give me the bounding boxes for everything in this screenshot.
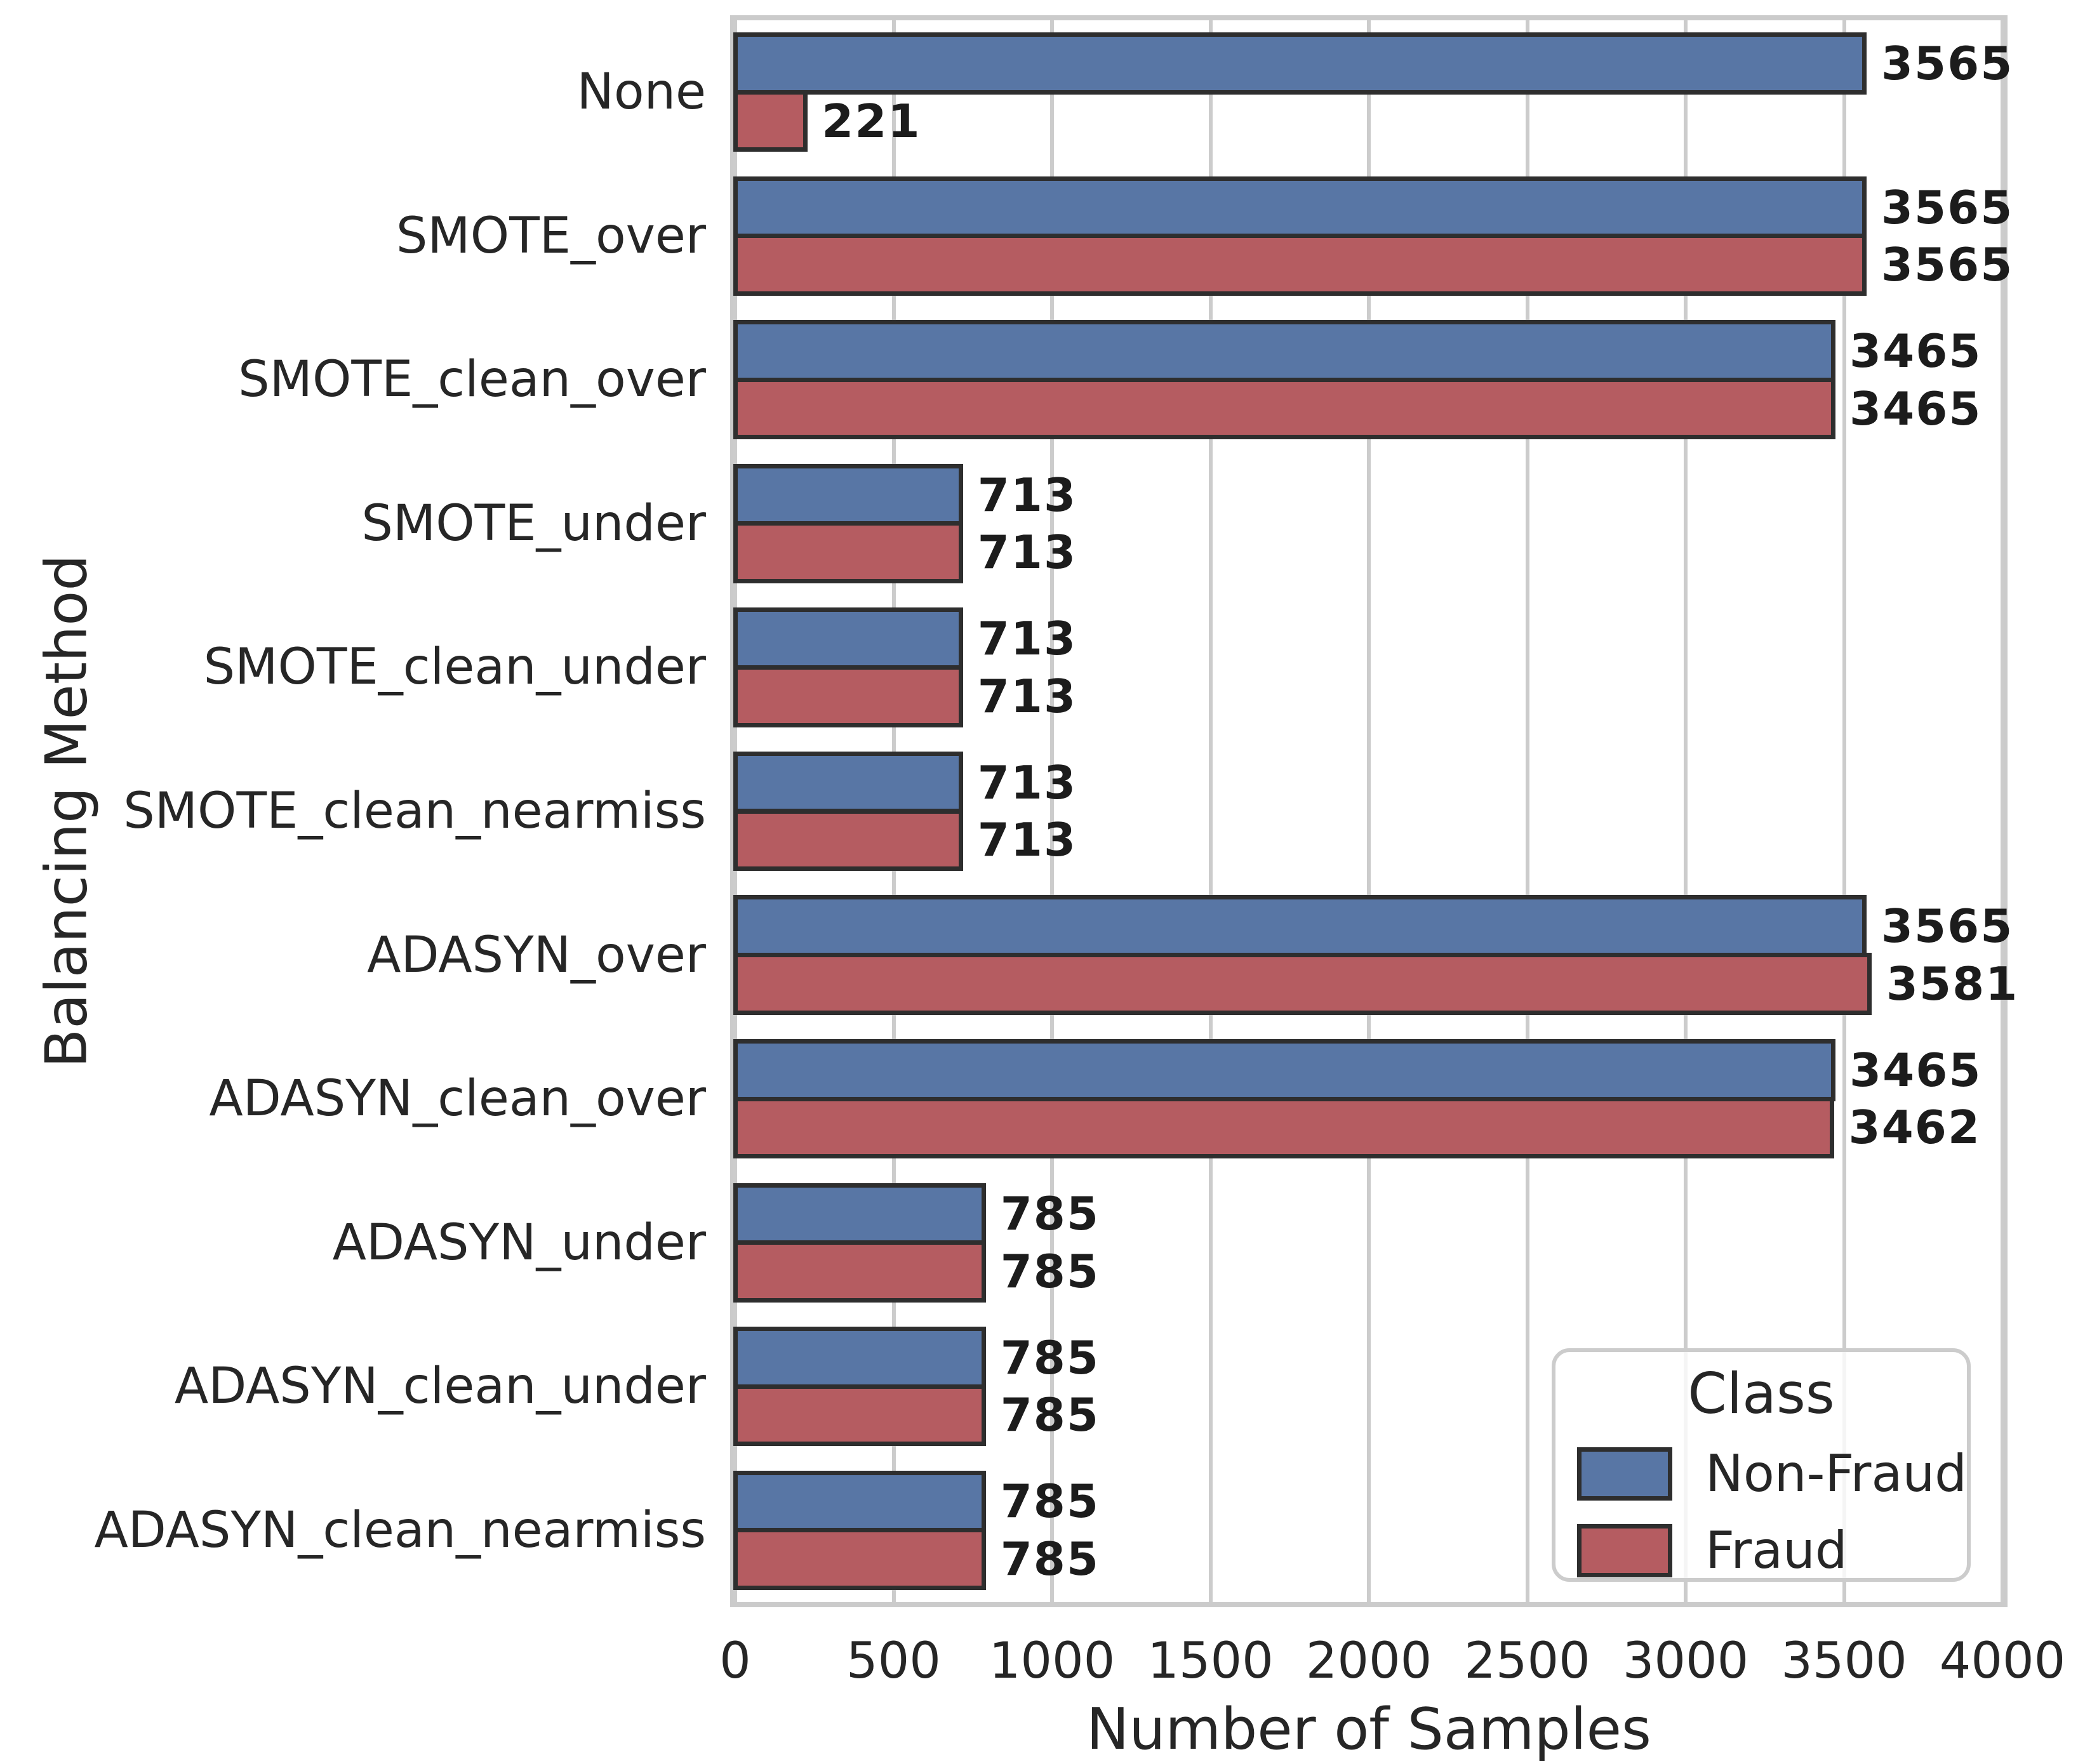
- y-tick-label: SMOTE_over: [396, 207, 706, 265]
- bar-non-fraud: [733, 463, 964, 526]
- bar-value-label: 713: [977, 755, 1077, 809]
- bar-value-label: 713: [977, 612, 1077, 666]
- bar-value-label: 785: [1000, 1475, 1100, 1529]
- bar-fraud: [733, 1384, 987, 1447]
- x-tick-label: 2500: [1464, 1633, 1590, 1690]
- bar-value-label: 3565: [1881, 899, 2014, 953]
- bar-fraud: [733, 1528, 987, 1590]
- bar-non-fraud: [733, 320, 1835, 382]
- bar-fraud: [733, 377, 1835, 440]
- bar-value-label: 785: [1000, 1388, 1100, 1442]
- bar-fraud: [733, 90, 808, 152]
- bar-non-fraud: [733, 1183, 987, 1245]
- gridline: [1208, 20, 1213, 1602]
- legend-swatch: [1577, 1523, 1672, 1577]
- gridline: [1367, 20, 1371, 1602]
- bar-value-label: 3465: [1849, 381, 1982, 435]
- bar-value-label: 713: [977, 813, 1077, 867]
- bar-fraud: [733, 521, 964, 584]
- bar-non-fraud: [733, 32, 1867, 95]
- y-tick-label: SMOTE_clean_over: [238, 351, 706, 409]
- bar-value-label: 3565: [1881, 36, 2014, 90]
- bar-non-fraud: [733, 1327, 987, 1389]
- legend-item-label: Fraud: [1705, 1521, 1848, 1580]
- bar-non-fraud: [733, 607, 964, 670]
- gridline: [1525, 20, 1529, 1602]
- bar-non-fraud: [733, 1038, 1835, 1101]
- bar-fraud: [733, 953, 1872, 1015]
- y-tick-label: ADASYN_over: [367, 926, 706, 984]
- bar-non-fraud: [733, 176, 1867, 239]
- bar-value-label: 713: [977, 526, 1077, 580]
- bar-fraud: [733, 665, 964, 727]
- bar-non-fraud: [733, 1470, 987, 1533]
- y-tick-label: None: [576, 63, 707, 121]
- bar-value-label: 713: [977, 669, 1077, 723]
- bar-value-label: 713: [977, 468, 1077, 522]
- bar-value-label: 785: [1000, 1532, 1100, 1586]
- bar-value-label: 3462: [1848, 1101, 1981, 1155]
- legend-title: Class: [1688, 1361, 1835, 1426]
- legend-item: Fraud: [1555, 1521, 1967, 1580]
- bar-fraud: [733, 1240, 987, 1303]
- bar-fraud: [733, 1096, 1835, 1159]
- y-tick-labels: None SMOTE_over SMOTE_clean_over SMOTE_unde…: [0, 20, 706, 1602]
- bar-value-label: 3465: [1849, 1043, 1982, 1097]
- x-tick-label: 1000: [989, 1633, 1116, 1690]
- x-tick-label: 500: [846, 1633, 941, 1690]
- y-tick-label: SMOTE_under: [361, 494, 706, 552]
- y-tick-label: SMOTE_clean_under: [203, 639, 706, 696]
- gridline: [1050, 20, 1054, 1602]
- gridline: [1684, 20, 1688, 1602]
- x-tick-label: 2000: [1305, 1633, 1432, 1690]
- x-tick-label: 0: [719, 1633, 751, 1690]
- x-axis-label: Number of Samples: [1086, 1696, 1651, 1763]
- x-tick-label: 3500: [1781, 1633, 1907, 1690]
- bar-value-label: 221: [822, 94, 921, 148]
- legend-item-label: Non-Fraud: [1705, 1444, 1967, 1503]
- y-tick-label: SMOTE_clean_nearmiss: [123, 783, 706, 840]
- bars-layer: 3565 3565 3465 713 713 713 3565 3465 785 785 785 22…: [733, 20, 2017, 1602]
- legend-items: Non-Fraud Fraud: [1555, 1444, 1967, 1580]
- bar-value-label: 3565: [1881, 238, 2014, 292]
- bar-value-label: 785: [1000, 1330, 1100, 1384]
- legend-swatch: [1577, 1447, 1672, 1501]
- bar-value-label: 3465: [1849, 324, 1982, 378]
- bar-fraud: [733, 234, 1867, 296]
- y-tick-label: ADASYN_under: [332, 1214, 706, 1271]
- bar-non-fraud: [733, 895, 1867, 958]
- x-tick-label: 1500: [1147, 1633, 1274, 1690]
- legend: Class Non-Fraud Fraud: [1552, 1348, 1971, 1582]
- plot-area: 3565 3565 3465 713 713 713 3565 3465 785 785 785 22…: [730, 15, 2017, 1607]
- gridline: [2001, 20, 2004, 1602]
- gridline: [1842, 20, 1846, 1602]
- bar-fraud: [733, 809, 964, 872]
- bar-non-fraud: [733, 751, 964, 814]
- x-tick-label: 4000: [1939, 1633, 2066, 1690]
- y-tick-label: ADASYN_clean_under: [174, 1358, 706, 1416]
- bar-value-label: 785: [1000, 1187, 1100, 1241]
- y-tick-label: ADASYN_clean_over: [209, 1070, 706, 1128]
- x-tick-label: 3000: [1622, 1633, 1749, 1690]
- bar-value-label: 3581: [1886, 957, 2019, 1011]
- y-tick-label: ADASYN_clean_nearmiss: [94, 1501, 706, 1559]
- bar-value-label: 785: [1000, 1244, 1100, 1298]
- legend-item: Non-Fraud: [1555, 1444, 1967, 1503]
- bar-value-label: 3565: [1881, 180, 2014, 234]
